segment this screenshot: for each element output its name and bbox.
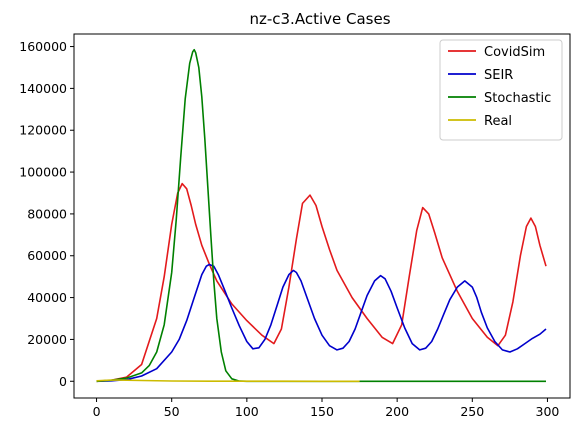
x-tick-label: 0: [93, 404, 101, 419]
y-tick-label: 140000: [19, 81, 67, 96]
y-tick-label: 0: [59, 374, 67, 389]
axes-frame: [73, 33, 571, 399]
legend-label: SEIR: [484, 68, 513, 83]
y-tick-label: 100000: [19, 165, 67, 180]
legend: CovidSim SEIR Stochastic Real: [439, 39, 563, 141]
y-tick-label: 40000: [27, 290, 67, 305]
series-line-seir: [96, 263, 547, 383]
x-tick-label: 250: [460, 404, 484, 419]
legend-label: Real: [484, 114, 512, 129]
x-tick-label: 150: [310, 404, 334, 419]
x-tick-label: 50: [164, 404, 180, 419]
x-tick-label: 100: [235, 404, 259, 419]
legend-label: CovidSim: [484, 45, 545, 60]
y-tick-label: 20000: [27, 332, 67, 347]
axes: 0 50 100 150 200 250 300 0 20000 40000 60000 80000 1…: [19, 39, 559, 419]
y-tick-label: 60000: [27, 248, 67, 263]
x-tick-label: 300: [536, 404, 560, 419]
legend-box: [439, 39, 563, 141]
chart-title: nz-c3.Active Cases: [249, 10, 390, 28]
y-tick-label: 160000: [19, 39, 67, 54]
series-line-covidsim: [96, 182, 547, 383]
plot-area: [96, 48, 547, 383]
y-tick-label: 120000: [19, 123, 67, 138]
series-line-real: [96, 379, 360, 383]
y-tick-label: 80000: [27, 206, 67, 221]
x-tick-label: 200: [385, 404, 409, 419]
legend-label: Stochastic: [484, 91, 551, 106]
